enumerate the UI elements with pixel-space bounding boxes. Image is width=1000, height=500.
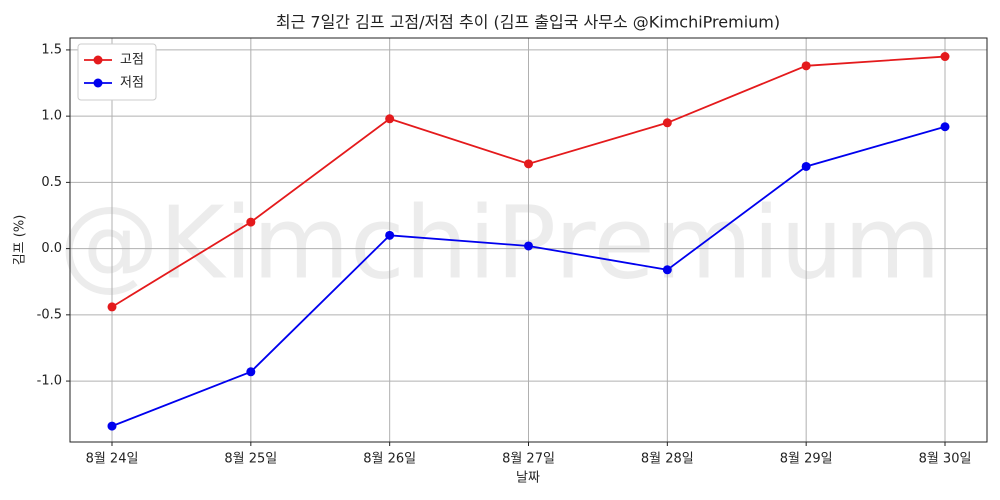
x-tick-label: 8월 25일 [224,452,277,467]
point [662,118,672,128]
point [107,421,117,431]
y-tick-label: 0.0 [41,241,62,256]
plot-frame [69,37,988,443]
point [107,302,117,312]
watermark: @KimchiPremium [59,184,941,301]
legend-marker [93,55,103,65]
point [801,161,811,171]
y-tick-label: -1.0 [37,374,62,389]
legend-label: 고점 [120,53,144,68]
point [246,217,256,227]
x-tick-label: 8월 28일 [641,452,694,467]
legend-label: 저점 [120,76,144,91]
chart-title: 최근 7일간 김프 고점/저점 추이 (김프 출입국 사무소 @KimchiPr… [276,13,780,32]
y-tick-label: 0.5 [41,175,62,190]
point [385,230,395,240]
point [940,122,950,132]
point [246,367,256,377]
x-tick-label: 8월 24일 [86,452,139,467]
x-tick-label: 8월 26일 [363,452,416,467]
x-tick-label: 8월 30일 [919,452,972,467]
x-axis-label: 날짜 [516,471,540,486]
point [524,159,533,169]
y-tick-label: 1.5 [41,42,62,57]
point [801,61,811,71]
point [524,241,533,251]
y-axis-label: 김프 (%) [13,215,28,266]
point [662,265,672,275]
y-tick-label: -0.5 [37,307,62,322]
x-tick-label: 8월 29일 [780,452,833,467]
point [385,114,395,124]
point [940,52,950,62]
y-tick-label: 1.0 [41,109,62,124]
legend-box [77,43,157,101]
x-tick-label: 8월 27일 [502,452,555,467]
legend-marker [93,78,103,88]
